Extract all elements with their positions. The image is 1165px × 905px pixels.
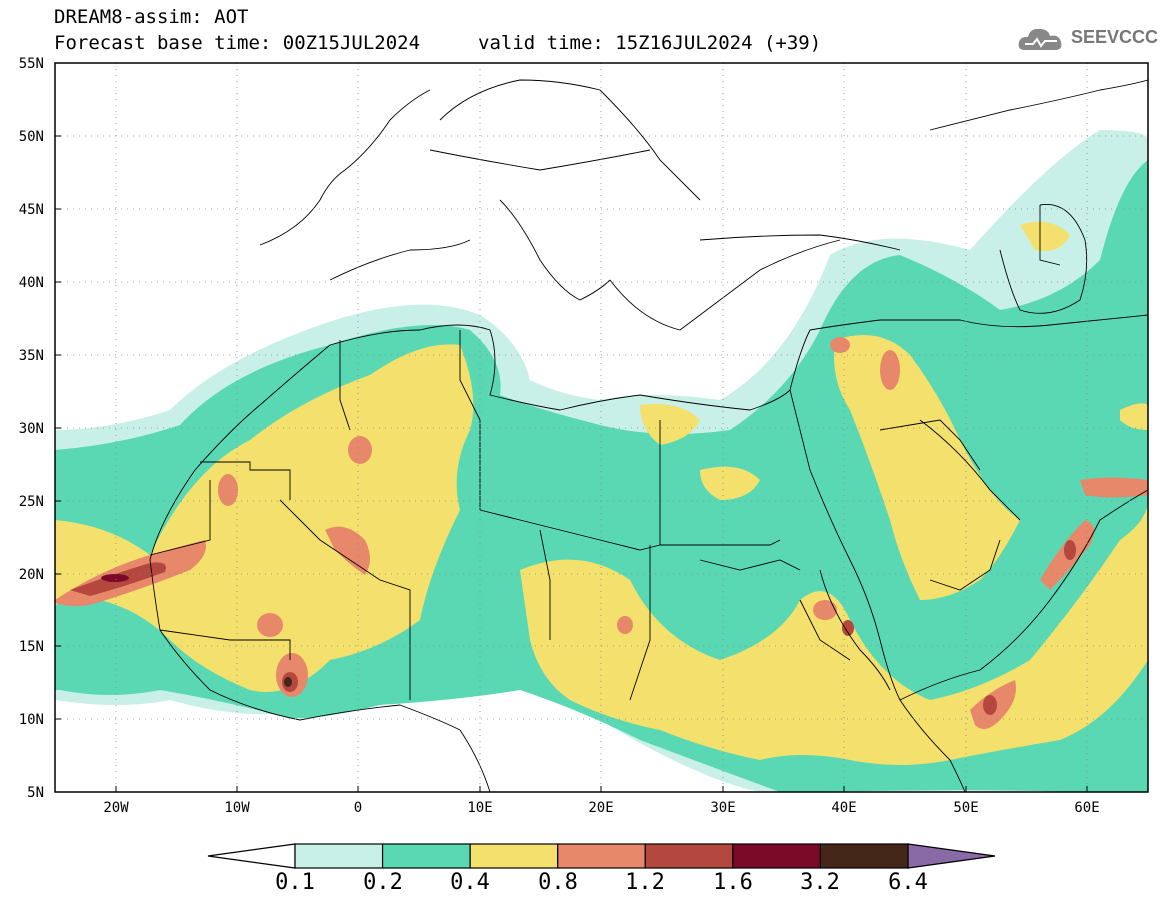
forecast-base-time: Forecast base time: 00Z15JUL2024 [54, 32, 421, 54]
coastlines [149, 79, 1148, 792]
lon-label: 10W [224, 800, 250, 816]
lat-label: 35N [19, 348, 44, 364]
colorbar-box [381, 843, 471, 869]
seevccc-logo: SEEVCCC [1017, 24, 1159, 54]
aot-level-1.2 [1064, 540, 1076, 560]
lon-label: 50E [953, 800, 978, 816]
aot-level-0.8 [830, 337, 850, 353]
lat-label: 45N [19, 202, 44, 218]
lat-label: 10N [19, 712, 44, 728]
colorbar-box [819, 843, 909, 869]
lat-label: 40N [19, 275, 44, 291]
aot-level-0.8 [1080, 477, 1148, 498]
lon-label: 60E [1074, 800, 1099, 816]
colorbar-label: 1.2 [625, 870, 665, 895]
aot-level-0.4 [55, 344, 474, 692]
lon-label: 20W [103, 800, 129, 816]
lat-label: 55N [19, 56, 44, 72]
cloud-icon [1018, 28, 1062, 50]
aot-level-0.4 [640, 404, 700, 445]
colorbar-label: 1.6 [713, 870, 753, 895]
valid-time: valid time: 15Z16JUL2024 (+39) [478, 32, 822, 54]
aot-level-0.8 [348, 436, 372, 464]
aot-level-0.4 [1120, 403, 1148, 430]
aot-level-1.6 [101, 574, 129, 582]
lat-label: 5N [27, 785, 44, 801]
colorbar-box [732, 843, 822, 869]
aot-level-0.4 [1020, 221, 1070, 251]
aot-level-0.8 [880, 350, 900, 390]
aot-level-0.8 [617, 616, 633, 634]
colorbar-label: 0.2 [363, 870, 403, 895]
aot-level-0.8 [325, 526, 370, 575]
lat-label: 50N [19, 129, 44, 145]
aot-contours [55, 130, 1148, 792]
lon-label: 20E [588, 800, 613, 816]
lon-label: 10E [467, 800, 492, 816]
aot-level-1.2 [983, 695, 997, 715]
aot-level-1.2 [842, 620, 854, 636]
aot-level-0.4 [700, 466, 760, 500]
lat-label: 30N [19, 421, 44, 437]
colorbar-box [469, 843, 559, 869]
map-title: DREAM8-assim: AOT [54, 6, 249, 28]
colorbar-label: 6.4 [888, 870, 928, 895]
colorbar [207, 843, 996, 869]
lon-label: 40E [831, 800, 856, 816]
aot-level-0.8 [813, 600, 837, 620]
colorbar-label: 0.4 [450, 870, 490, 895]
lon-label: 0 [354, 800, 362, 816]
colorbar-box [294, 843, 384, 869]
grid-lines [55, 63, 1148, 792]
lon-label: 30E [710, 800, 735, 816]
colorbar-label: 3.2 [800, 870, 840, 895]
colorbar-over-arrow [907, 843, 996, 869]
aot-level-0.8 [257, 613, 283, 637]
colorbar-under-arrow [207, 843, 296, 869]
lat-label: 25N [19, 494, 44, 510]
colorbar-label: 0.8 [538, 870, 578, 895]
axis-ticks [55, 62, 1088, 793]
lat-label: 15N [19, 639, 44, 655]
lat-label: 20N [19, 567, 44, 583]
aot-level-0.4 [834, 335, 1020, 600]
colorbar-box [557, 843, 646, 869]
colorbar-label: 0.1 [275, 870, 315, 895]
logo-text: SEEVCCC [1071, 27, 1159, 47]
aot-level-3.2 [284, 677, 292, 687]
aot-level-0.8 [218, 474, 238, 506]
colorbar-box [644, 843, 734, 869]
